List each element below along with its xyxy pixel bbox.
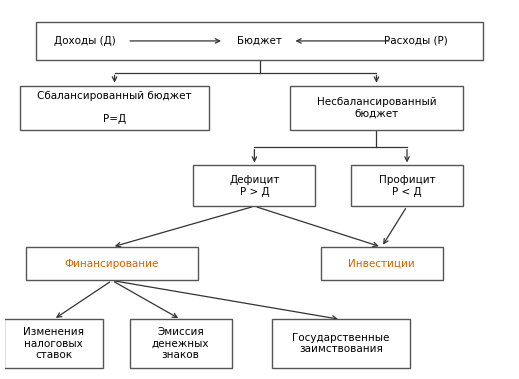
Text: Профицит
Р < Д: Профицит Р < Д xyxy=(379,175,435,197)
Text: Сбалансированный бюджет

Р=Д: Сбалансированный бюджет Р=Д xyxy=(37,91,192,124)
FancyBboxPatch shape xyxy=(130,319,231,368)
FancyBboxPatch shape xyxy=(351,165,463,206)
FancyBboxPatch shape xyxy=(290,86,463,130)
Text: Бюджет: Бюджет xyxy=(237,36,282,46)
Text: Государственные
заимствования: Государственные заимствования xyxy=(292,333,390,354)
FancyBboxPatch shape xyxy=(36,22,483,60)
Text: Инвестиции: Инвестиции xyxy=(348,259,415,269)
FancyBboxPatch shape xyxy=(321,247,443,280)
Text: Доходы (Д): Доходы (Д) xyxy=(53,36,115,46)
FancyBboxPatch shape xyxy=(272,319,409,368)
Text: Несбалансированный
бюджет: Несбалансированный бюджет xyxy=(317,97,436,119)
FancyBboxPatch shape xyxy=(194,165,316,206)
Text: Эмиссия
денежных
знаков: Эмиссия денежных знаков xyxy=(152,327,209,360)
Text: Изменения
налоговых
ставок: Изменения налоговых ставок xyxy=(23,327,84,360)
FancyBboxPatch shape xyxy=(20,86,209,130)
Text: Дефицит
Р > Д: Дефицит Р > Д xyxy=(229,175,280,197)
FancyBboxPatch shape xyxy=(4,319,103,368)
FancyBboxPatch shape xyxy=(25,247,198,280)
Text: Расходы (Р): Расходы (Р) xyxy=(384,36,448,46)
Text: Финансирование: Финансирование xyxy=(65,259,159,269)
